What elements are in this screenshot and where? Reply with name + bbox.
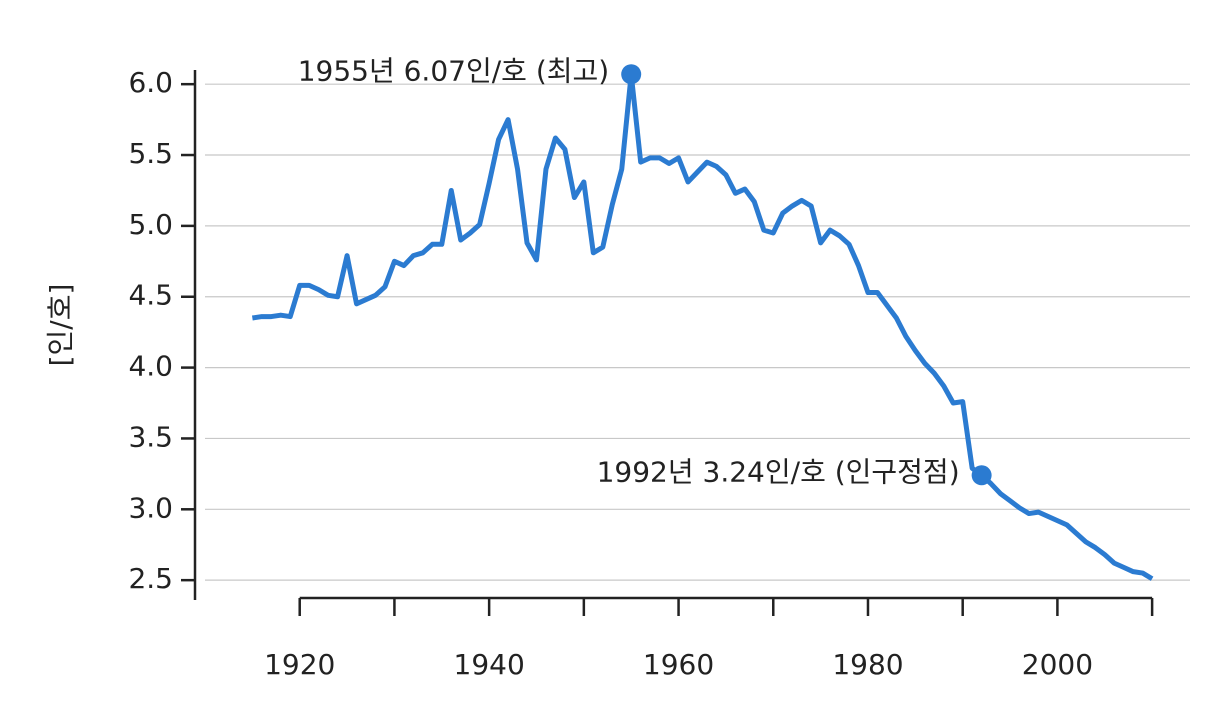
- y-tick-label: 5.0: [128, 208, 173, 241]
- y-tick-label: 3.5: [128, 420, 173, 453]
- x-tick-label: 1920: [264, 648, 335, 681]
- y-axis-label: [인/호]: [44, 284, 77, 367]
- y-tick-label: 3.0: [128, 491, 173, 524]
- annotation: 1992년 3.24인/호 (인구정점): [597, 455, 960, 488]
- y-tick-label: 6.0: [128, 66, 173, 99]
- y-tick-label: 4.0: [128, 350, 173, 383]
- y-tick-label: 2.5: [128, 562, 173, 595]
- x-tick-label: 2000: [1022, 648, 1093, 681]
- x-tick-label: 1960: [643, 648, 714, 681]
- y-tick-label: 4.5: [128, 279, 173, 312]
- line-series: [251, 71, 1154, 581]
- x-tick-label: 1940: [454, 648, 525, 681]
- highlight-point: [621, 64, 642, 85]
- annotation: 1955년 6.07인/호 (최고): [298, 54, 609, 87]
- x-tick-label: 1980: [832, 648, 903, 681]
- y-tick-label: 5.5: [128, 137, 173, 170]
- highlight-point: [971, 465, 992, 486]
